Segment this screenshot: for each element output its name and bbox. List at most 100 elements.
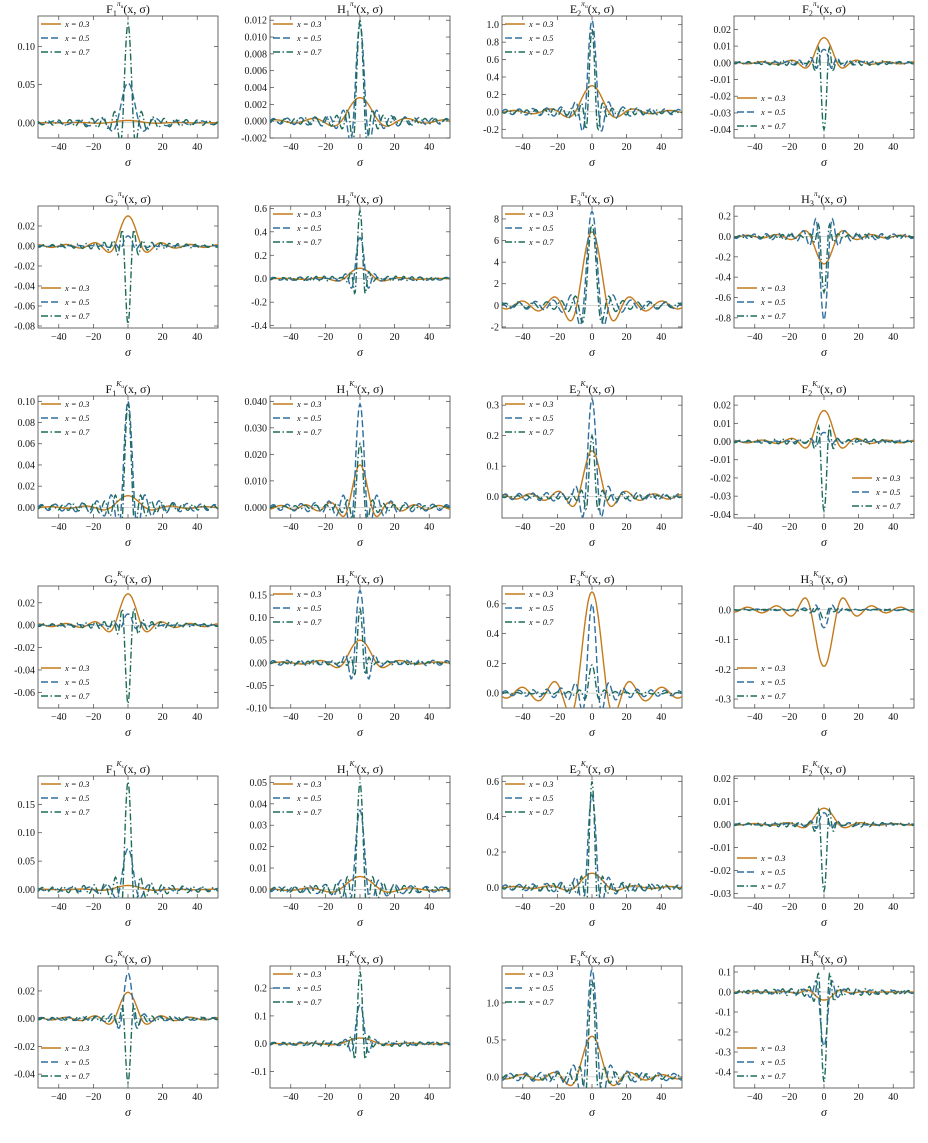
y-tick-label: 0.2 <box>719 212 732 223</box>
x-axis-label: σ <box>589 1105 596 1119</box>
y-tick-label: 0.0 <box>719 988 732 999</box>
x-tick-label: 40 <box>888 332 898 343</box>
legend-label: x = 0.3 <box>528 209 553 219</box>
legend-label: x = 0.5 <box>296 603 321 613</box>
series-line <box>270 639 450 669</box>
x-axis-label: σ <box>357 345 364 359</box>
y-tick-label: 8 <box>494 214 499 225</box>
legend-label: x = 0.5 <box>760 1057 785 1067</box>
legend-label: x = 0.7 <box>296 807 322 817</box>
plot-frame <box>733 15 915 139</box>
legend-label: x = 0.5 <box>760 867 785 877</box>
chart-panel: F1Ku(x, σ) −40 −20 0 20 40 0.00 0.02 0.04 0.06 0.0… <box>18 380 219 549</box>
chart-panel: F2Ks(x, σ) −40 −20 0 20 40 -0.03 -0.02 -0.01 0.00… <box>710 760 915 929</box>
legend-label: x = 0.7 <box>528 237 554 247</box>
x-tick-label: −40 <box>283 142 299 153</box>
series-line <box>734 431 914 446</box>
x-tick-label: 20 <box>854 1092 864 1103</box>
chart-title: G2Ks(x, σ) <box>105 950 151 968</box>
chart-title: F2πu(x, σ) <box>802 0 846 18</box>
legend-label: x = 0.5 <box>296 223 321 233</box>
chart-panel: H3Ks(x, σ) −40 −20 0 20 40 -0.4 -0.3 -0.2 -0.1 0.0… <box>715 950 915 1119</box>
chart-title: H3πu(x, σ) <box>801 190 847 208</box>
legend: x = 0.3 x = 0.5 x = 0.7 <box>505 19 554 57</box>
series-line <box>502 793 682 898</box>
series-line <box>270 808 450 898</box>
chart-panel: H2πu(x, σ) −40 −20 0 20 40 -0.4 -0.2 0.0 0.2 0.4 0.… <box>251 190 451 359</box>
legend: x = 0.3 x = 0.5 x = 0.7 <box>852 473 901 511</box>
series-line <box>270 782 450 898</box>
chart-panel: F2πu(x, σ) −40 −20 0 20 40 -0.04 -0.03 -0.02 -0.0… <box>710 0 915 169</box>
series-line <box>270 875 450 893</box>
plot-frame <box>733 205 915 329</box>
series-line <box>38 119 218 124</box>
y-tick-label: 0.0 <box>255 274 268 285</box>
y-tick-label: -0.08 <box>14 322 35 333</box>
y-tick-label: 0.00 <box>250 658 268 669</box>
y-tick-label: -0.1 <box>715 1008 731 1019</box>
plot-frame <box>733 395 915 519</box>
legend-label: x = 0.5 <box>64 33 89 43</box>
y-tick-label: -0.8 <box>715 313 731 324</box>
x-tick-label: 0 <box>126 1092 131 1103</box>
plot-frame <box>733 965 915 1089</box>
legend-label: x = 0.5 <box>64 413 89 423</box>
x-tick-label: −20 <box>550 712 566 723</box>
legend: x = 0.3 x = 0.5 x = 0.7 <box>41 663 90 701</box>
series-line <box>502 397 682 518</box>
chart-title: F2Ku(x, σ) <box>802 380 847 398</box>
legend: x = 0.3 x = 0.5 x = 0.7 <box>41 399 90 437</box>
chart-panel: F2Ku(x, σ) −40 −20 0 20 40 -0.04 -0.03 -0.02 -0.0… <box>710 380 915 549</box>
y-tick-label: 0.4 <box>487 629 500 640</box>
x-tick-label: −20 <box>318 142 334 153</box>
series-line <box>734 597 914 668</box>
legend-label: x = 0.7 <box>528 47 554 57</box>
x-tick-label: 20 <box>622 1092 632 1103</box>
legend: x = 0.3 x = 0.5 x = 0.7 <box>41 283 90 321</box>
x-tick-label: 0 <box>590 712 595 723</box>
legend-label: x = 0.7 <box>64 47 90 57</box>
series-line <box>502 28 682 132</box>
x-tick-label: 40 <box>888 522 898 533</box>
chart-panel: H1πu(x, σ) −40 −20 0 20 40 -0.002 0.000 0.002 0.0… <box>241 0 451 169</box>
y-tick-label: 0.00 <box>714 820 732 831</box>
x-tick-label: −40 <box>51 902 67 913</box>
x-axis-label: σ <box>589 535 596 549</box>
y-tick-label: 1.0 <box>487 20 500 31</box>
x-axis-label: σ <box>821 155 828 169</box>
y-tick-label: 0.006 <box>245 66 268 77</box>
x-tick-label: −20 <box>318 522 334 533</box>
x-tick-label: −20 <box>318 902 334 913</box>
x-axis-label: σ <box>589 725 596 739</box>
x-tick-label: 0 <box>590 902 595 913</box>
y-tick-label: 0.05 <box>250 636 268 647</box>
chart-panel: F3Ks(x, σ)−40 −20 0 20 400.00.51.0σx = 0.3x … <box>487 950 683 1119</box>
y-tick-label: 0.10 <box>18 828 36 839</box>
legend: x = 0.3 x = 0.5 x = 0.7 <box>737 283 786 321</box>
legend-label: x = 0.5 <box>296 413 321 423</box>
y-tick-label: -0.3 <box>715 1048 731 1059</box>
y-tick-label: 0.002 <box>245 100 268 111</box>
x-tick-label: 0 <box>822 1092 827 1103</box>
chart-panel: G2Ku(x, σ) −40 −20 0 20 40 -0.06 -0.04 -0.02 0.00… <box>14 570 219 739</box>
x-tick-label: 40 <box>888 1092 898 1103</box>
x-axis-label: σ <box>125 915 132 929</box>
series-line <box>270 20 450 138</box>
legend-label: x = 0.7 <box>64 1071 90 1081</box>
y-tick-label: -0.2 <box>483 125 499 136</box>
plot-frame <box>733 585 915 709</box>
legend-label: x = 0.5 <box>296 793 321 803</box>
y-tick-label: 0.1 <box>719 968 732 979</box>
x-tick-label: 0 <box>822 712 827 723</box>
y-tick-label: 0.2 <box>255 984 268 995</box>
x-tick-label: −20 <box>550 902 566 913</box>
chart-title: F1Ku(x, σ) <box>106 380 151 398</box>
legend-label: x = 0.5 <box>64 1057 89 1067</box>
x-axis-label: σ <box>125 345 132 359</box>
y-tick-label: 0.02 <box>250 842 268 853</box>
series-line <box>502 231 682 322</box>
legend-label: x = 0.5 <box>760 297 785 307</box>
series-line <box>270 267 450 282</box>
x-tick-label: 40 <box>656 902 666 913</box>
